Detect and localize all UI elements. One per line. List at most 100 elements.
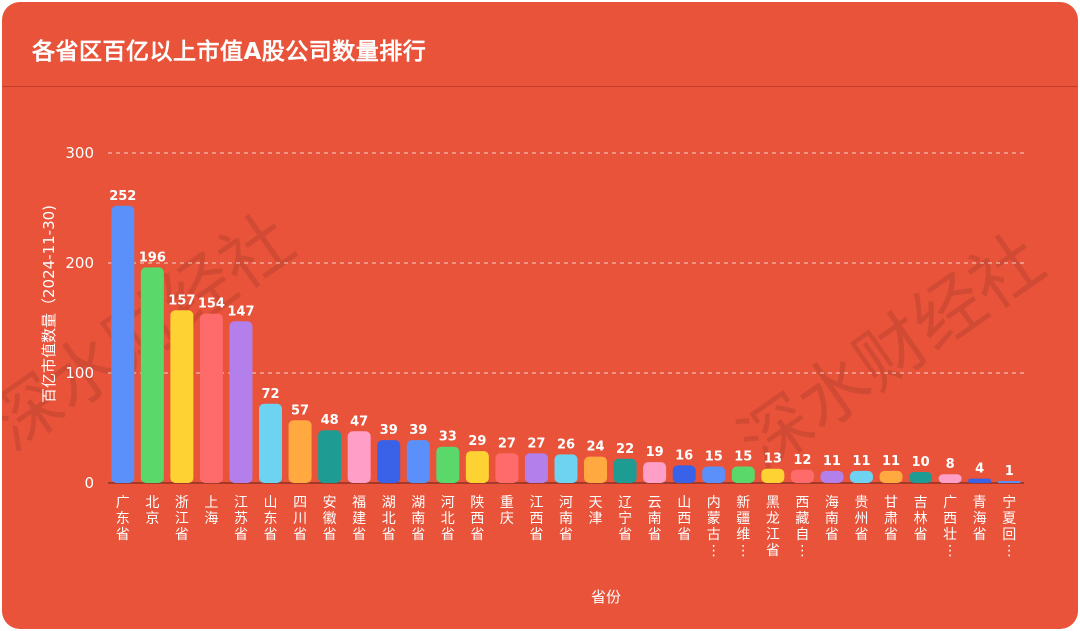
category-label: 西藏自⋮ xyxy=(795,495,809,559)
data-label: 12 xyxy=(793,453,811,468)
data-label: 15 xyxy=(734,450,752,465)
category-label: 河南省 xyxy=(559,495,573,543)
data-label: 11 xyxy=(852,454,870,469)
category-label: 云南省 xyxy=(648,495,662,543)
data-label: 24 xyxy=(587,440,605,455)
data-label: 15 xyxy=(705,450,723,465)
data-label: 157 xyxy=(168,293,195,308)
bar xyxy=(849,470,873,483)
data-label: 19 xyxy=(646,445,664,460)
category-label: 海南省 xyxy=(825,495,839,543)
y-tick-label: 300 xyxy=(65,144,94,162)
bar xyxy=(170,310,194,483)
category-label: 河北省 xyxy=(441,495,455,543)
category-label: 四川省 xyxy=(293,495,307,543)
bar xyxy=(731,466,755,483)
bar xyxy=(465,451,489,483)
category-label: 宁夏回⋮ xyxy=(1002,494,1016,559)
data-label: 154 xyxy=(198,297,225,312)
category-label: 甘肃省 xyxy=(884,495,898,543)
data-label: 29 xyxy=(468,434,486,449)
bar xyxy=(199,313,223,483)
bar xyxy=(259,403,283,483)
category-label: 福建省 xyxy=(352,495,366,543)
category-label: 北京 xyxy=(145,495,159,527)
category-label: 陕西省 xyxy=(470,495,484,543)
data-label: 10 xyxy=(912,455,930,470)
x-axis-title: 省份 xyxy=(591,588,621,606)
watermark-text: 深水财经社 xyxy=(725,218,1059,486)
bar xyxy=(495,453,519,483)
category-label: 贵州省 xyxy=(854,495,868,543)
category-label: 湖北省 xyxy=(382,495,396,543)
category-label: 天津 xyxy=(589,495,603,527)
category-label: 广西壮⋮ xyxy=(943,495,957,559)
data-label: 16 xyxy=(675,448,693,463)
bar xyxy=(702,466,726,483)
bar xyxy=(790,469,814,483)
category-label: 浙江省 xyxy=(175,495,189,543)
y-axis-title: 百亿市值数量（2024-11-30) xyxy=(40,205,58,403)
bar xyxy=(820,470,844,483)
bar xyxy=(584,456,608,483)
bar xyxy=(111,205,135,484)
data-label: 72 xyxy=(261,387,279,402)
bar xyxy=(140,267,164,483)
bar xyxy=(997,481,1021,483)
category-label: 内蒙古⋮ xyxy=(707,495,721,559)
data-label: 11 xyxy=(882,454,900,469)
bar xyxy=(554,454,578,483)
data-label: 57 xyxy=(291,403,309,418)
data-label: 252 xyxy=(109,189,136,204)
bar xyxy=(909,472,933,483)
data-label: 47 xyxy=(350,414,368,429)
data-label: 4 xyxy=(975,462,984,477)
data-label: 22 xyxy=(616,442,634,457)
card-header: 各省区百亿以上市值A股公司数量排行 xyxy=(2,2,1078,87)
data-label: 48 xyxy=(321,413,339,428)
bar xyxy=(347,431,371,483)
data-label: 147 xyxy=(227,304,254,319)
category-label: 重庆 xyxy=(500,495,514,527)
data-label: 39 xyxy=(409,423,427,438)
category-label: 青海省 xyxy=(973,495,987,543)
category-label: 山东省 xyxy=(264,495,278,543)
data-label: 196 xyxy=(139,250,166,265)
category-label: 黑龙江省 xyxy=(766,495,780,559)
category-label: 江苏省 xyxy=(234,495,248,543)
data-label: 13 xyxy=(764,452,782,467)
category-label: 湖南省 xyxy=(411,495,425,543)
bar xyxy=(643,462,667,483)
y-tick-label: 200 xyxy=(65,254,94,272)
data-label: 39 xyxy=(380,423,398,438)
category-label: 山西省 xyxy=(677,495,691,543)
bar xyxy=(436,446,460,483)
bar xyxy=(288,420,312,483)
bar xyxy=(672,465,696,483)
category-label: 广东省 xyxy=(116,495,130,543)
category-label: 辽宁省 xyxy=(618,495,632,543)
bar xyxy=(406,440,430,483)
chart-title: 各省区百亿以上市值A股公司数量排行 xyxy=(32,39,427,65)
y-tick-label: 100 xyxy=(65,364,94,382)
y-tick-label: 0 xyxy=(84,474,94,492)
data-label: 26 xyxy=(557,437,575,452)
bar xyxy=(229,321,253,483)
data-label: 27 xyxy=(498,436,516,451)
category-label: 江西省 xyxy=(529,495,543,543)
category-label: 新疆维⋮ xyxy=(736,495,750,559)
category-label: 上海 xyxy=(204,495,218,527)
bar xyxy=(879,470,903,483)
category-label: 吉林省 xyxy=(914,495,928,543)
data-label: 11 xyxy=(823,454,841,469)
data-label: 33 xyxy=(439,430,457,445)
data-label: 8 xyxy=(946,457,955,472)
bar xyxy=(938,474,962,483)
bar xyxy=(318,430,342,483)
category-label: 安徽省 xyxy=(323,495,337,543)
data-label: 1 xyxy=(1005,464,1014,479)
bar xyxy=(761,468,785,483)
bar xyxy=(377,440,401,483)
